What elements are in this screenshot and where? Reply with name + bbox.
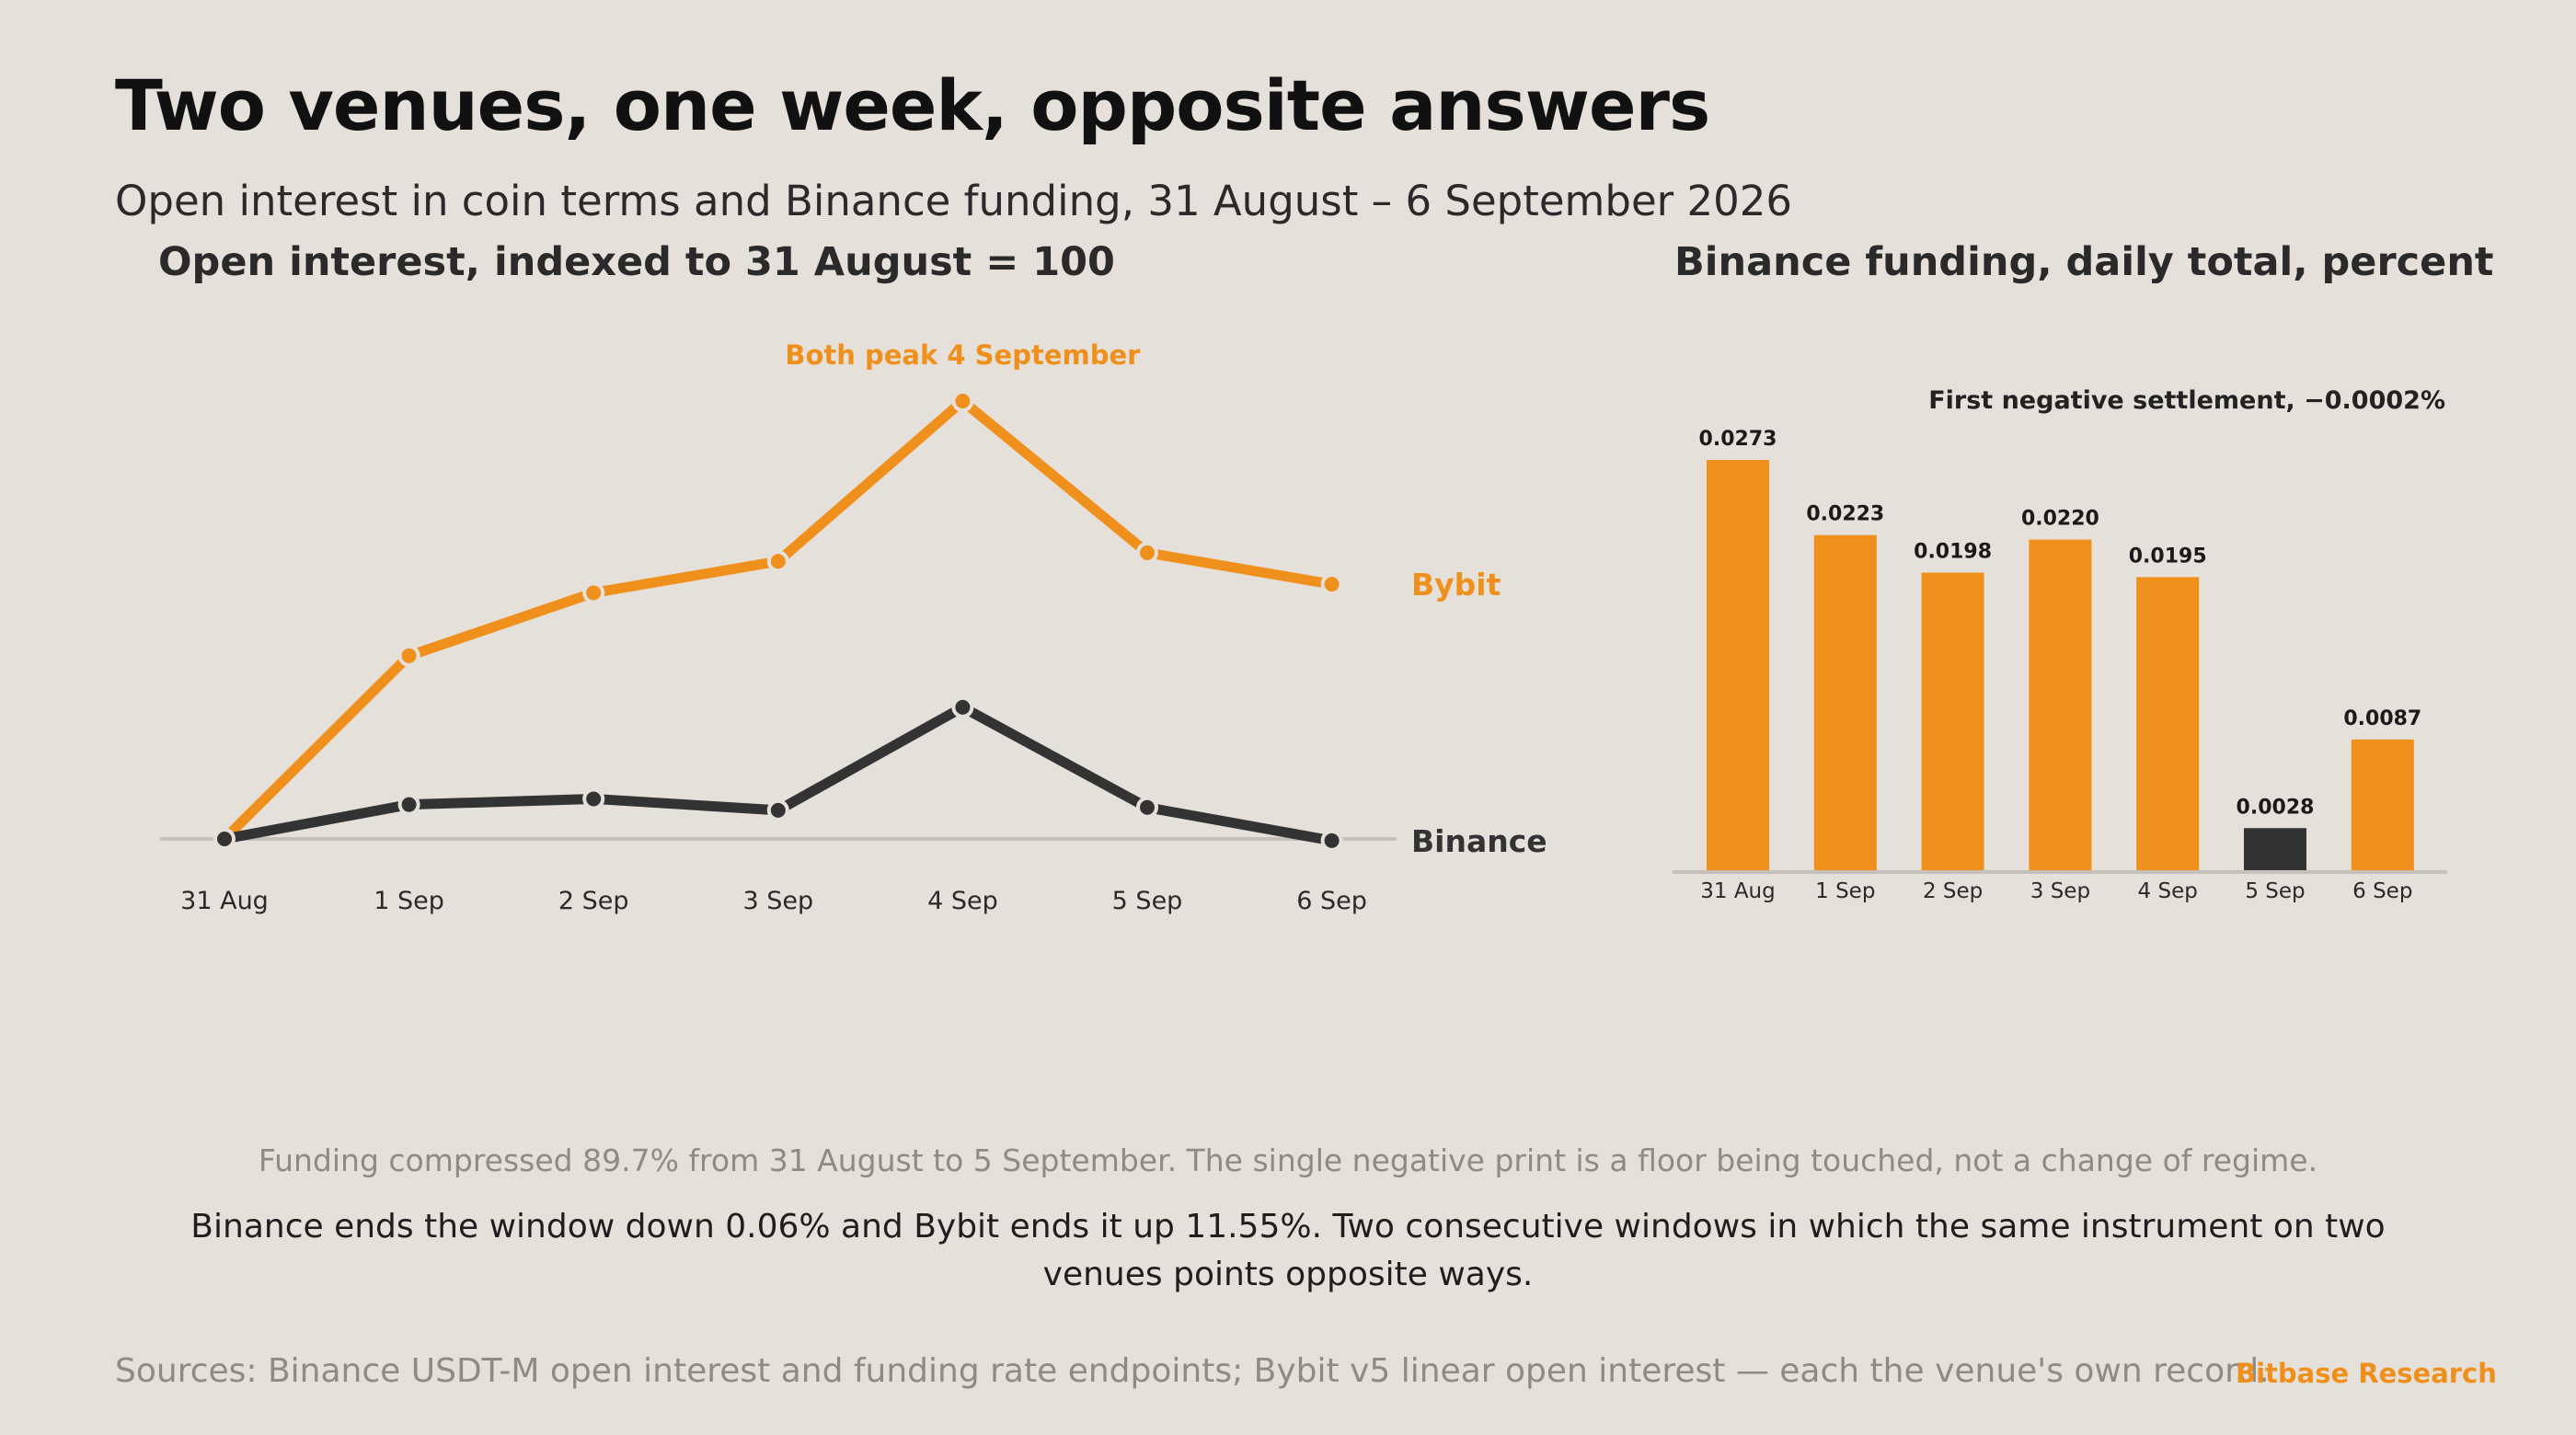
x-tick-label: 5 Sep	[1112, 887, 1183, 915]
x-tick-label: 6 Sep	[1296, 887, 1367, 915]
x-tick-label: 2 Sep	[558, 887, 629, 915]
point-binance-3	[766, 798, 789, 821]
x-tick-label: 5 Sep	[2245, 879, 2305, 903]
oi-chart-title: Open interest, indexed to 31 August = 10…	[158, 239, 1115, 285]
bar-4	[2136, 577, 2200, 870]
point-binance-6	[1320, 829, 1343, 852]
x-tick-label: 3 Sep	[2030, 879, 2090, 903]
point-bybit-6	[1320, 573, 1343, 596]
funding-chart-title: Binance funding, daily total, percent	[1674, 239, 2494, 285]
point-bybit-4	[951, 390, 974, 412]
bar-2	[1921, 572, 1984, 870]
x-tick-label: 6 Sep	[2352, 879, 2412, 903]
series-label-bybit: Bybit	[1411, 567, 1501, 603]
bar-0	[1707, 460, 1769, 870]
x-tick-label: 2 Sep	[1923, 879, 1983, 903]
x-tick-label: 1 Sep	[374, 887, 444, 915]
point-bybit-5	[1136, 541, 1158, 564]
bar-1	[1813, 534, 1877, 870]
x-tick-label: 1 Sep	[1815, 879, 1875, 903]
x-tick-label: 31 Aug	[180, 887, 269, 915]
point-bybit-1	[397, 644, 420, 667]
peak-annotation: Both peak 4 September	[785, 339, 1141, 371]
negative-settlement-annotation: First negative settlement, −0.0002%	[1928, 386, 2445, 415]
funding-note: Funding compressed 89.7% from 31 August …	[258, 1142, 2318, 1178]
x-tick-label: 3 Sep	[742, 887, 813, 915]
x-tick-label: 31 Aug	[1700, 879, 1776, 903]
bar-value-label: 0.0223	[1806, 503, 1884, 526]
bar-value-label: 0.0195	[2129, 545, 2207, 568]
brand-label: Bitbase Research	[2236, 1358, 2497, 1389]
series-label-binance: Binance	[1411, 823, 1547, 859]
bar-6	[2351, 739, 2414, 870]
page-subtitle: Open interest in coin terms and Binance …	[115, 177, 1792, 225]
x-tick-label: 4 Sep	[2138, 879, 2198, 903]
sources-footnote: Sources: Binance USDT-M open interest an…	[115, 1352, 2270, 1390]
bar-value-label: 0.0087	[2343, 707, 2421, 730]
bar-5	[2244, 828, 2306, 870]
point-binance-1	[397, 793, 420, 816]
point-binance-0	[213, 828, 236, 850]
point-binance-4	[951, 695, 974, 718]
point-bybit-3	[766, 550, 789, 573]
bar-value-label: 0.0198	[1914, 541, 1992, 564]
point-binance-5	[1136, 796, 1158, 819]
point-binance-2	[582, 787, 605, 810]
summary-note: Binance ends the window down 0.06% and B…	[190, 1208, 2386, 1293]
bar-value-label: 0.0028	[2237, 796, 2315, 819]
page-title: Two venues, one week, opposite answers	[115, 64, 1710, 146]
bar-value-label: 0.0220	[2021, 508, 2099, 531]
point-bybit-2	[582, 581, 605, 604]
bar-value-label: 0.0273	[1699, 428, 1777, 451]
x-tick-label: 4 Sep	[927, 887, 998, 915]
bar-3	[2029, 539, 2092, 870]
